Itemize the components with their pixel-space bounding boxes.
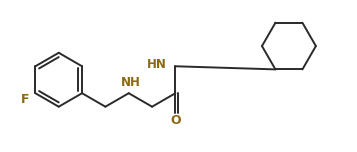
Text: F: F [21, 93, 29, 106]
Text: O: O [170, 114, 181, 127]
Text: NH: NH [121, 76, 141, 89]
Text: HN: HN [147, 58, 167, 71]
